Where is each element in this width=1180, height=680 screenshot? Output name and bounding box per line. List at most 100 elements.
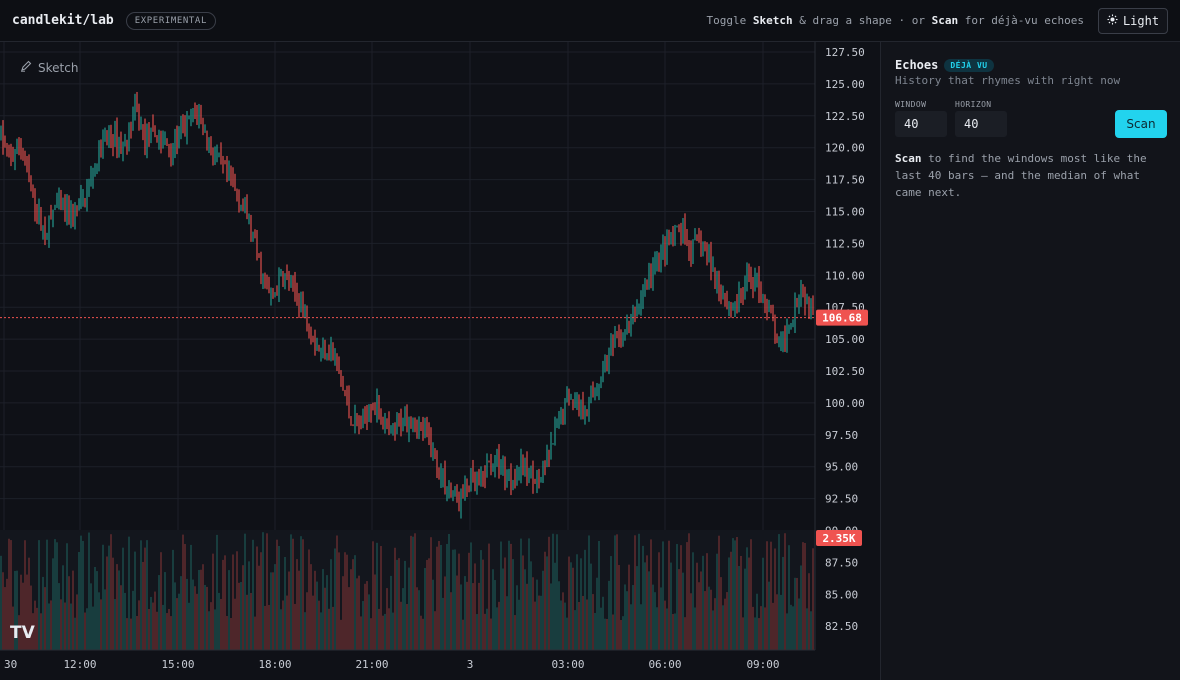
volume-bar bbox=[262, 532, 264, 650]
volume-bar bbox=[730, 551, 732, 650]
volume-bar bbox=[670, 562, 672, 650]
volume-bar bbox=[800, 565, 802, 650]
volume-bar bbox=[354, 555, 356, 650]
volume-bar bbox=[506, 596, 508, 650]
volume-bar bbox=[650, 539, 652, 650]
volume-bar bbox=[272, 572, 274, 650]
volume-bar bbox=[688, 533, 690, 650]
volume-bar bbox=[254, 616, 256, 650]
volume-bar bbox=[214, 609, 216, 650]
volume-bar bbox=[494, 580, 496, 650]
volume-bar bbox=[638, 533, 640, 650]
volume-bar bbox=[104, 589, 106, 650]
sketch-button[interactable]: Sketch bbox=[20, 60, 78, 75]
volume-bar bbox=[694, 607, 696, 650]
volume-bar bbox=[592, 594, 594, 650]
volume-bar bbox=[68, 576, 70, 650]
volume-bar bbox=[748, 557, 750, 650]
volume-bar bbox=[220, 598, 222, 650]
volume-bar bbox=[516, 585, 518, 650]
volume-bar bbox=[596, 577, 598, 650]
chart-area[interactable]: 127.50 125.00 122.50 120.00 117.50 115.00 112.… bbox=[0, 42, 880, 680]
volume-bar bbox=[222, 559, 224, 650]
volume-bar bbox=[656, 607, 658, 650]
volume-bar bbox=[86, 608, 88, 650]
window-label: WINDOW bbox=[895, 100, 927, 109]
volume-bar bbox=[682, 572, 684, 650]
volume-bar bbox=[264, 605, 266, 650]
time-tick-label: 15:00 bbox=[161, 658, 194, 671]
price-tick-label: 97.50 bbox=[825, 429, 858, 442]
volume-bar bbox=[790, 604, 792, 650]
volume-bar bbox=[414, 533, 416, 650]
volume-bar bbox=[346, 554, 348, 650]
volume-bar bbox=[580, 558, 582, 650]
volume-bar bbox=[4, 587, 6, 650]
volume-bar bbox=[348, 587, 350, 650]
volume-bar bbox=[728, 557, 730, 650]
volume-bar bbox=[504, 557, 506, 650]
volume-bar bbox=[62, 565, 64, 650]
scan-button[interactable]: Scan bbox=[1115, 110, 1167, 138]
volume-bar bbox=[150, 596, 152, 650]
volume-bar bbox=[432, 579, 434, 650]
volume-bar bbox=[350, 569, 352, 650]
volume-bar bbox=[630, 604, 632, 650]
volume-bar bbox=[542, 570, 544, 650]
volume-bar bbox=[468, 552, 470, 650]
volume-bar bbox=[396, 559, 398, 650]
volume-bar bbox=[274, 564, 276, 650]
volume-bar bbox=[552, 533, 554, 650]
volume-bar bbox=[136, 616, 138, 650]
theme-toggle-button[interactable]: Light bbox=[1098, 8, 1168, 34]
window-input[interactable] bbox=[895, 111, 947, 137]
volume-bar bbox=[702, 555, 704, 650]
volume-bar bbox=[568, 556, 570, 650]
volume-bar bbox=[608, 580, 610, 650]
volume-bar bbox=[284, 556, 286, 650]
volume-bar bbox=[400, 601, 402, 650]
volume-bar bbox=[132, 590, 134, 650]
volume-bar bbox=[794, 577, 796, 650]
volume-bar bbox=[210, 602, 212, 650]
volume-bar bbox=[632, 585, 634, 650]
volume-bar bbox=[736, 537, 738, 650]
volume-bar bbox=[508, 540, 510, 650]
volume-bar bbox=[574, 610, 576, 650]
desc-scan-keyword: Scan bbox=[895, 152, 922, 165]
volume-bar bbox=[556, 534, 558, 650]
volume-bar bbox=[122, 547, 124, 650]
volume-bar bbox=[378, 608, 380, 650]
volume-bar bbox=[386, 588, 388, 650]
volume-bar bbox=[84, 612, 86, 650]
volume-bar bbox=[640, 604, 642, 650]
volume-bar bbox=[782, 556, 784, 650]
volume-bar bbox=[812, 548, 814, 650]
hint-scan-keyword: Scan bbox=[931, 14, 959, 27]
volume-bar bbox=[456, 575, 458, 650]
volume-bar bbox=[358, 575, 360, 650]
volume-bar bbox=[726, 592, 728, 650]
volume-bar bbox=[72, 570, 74, 650]
volume-bar bbox=[604, 618, 606, 650]
volume-bar bbox=[180, 576, 182, 650]
volume-bar bbox=[520, 538, 522, 650]
volume-bar bbox=[606, 618, 608, 650]
volume-bar bbox=[768, 581, 770, 650]
volume-bar bbox=[70, 603, 72, 650]
horizon-input[interactable] bbox=[955, 111, 1007, 137]
volume-bar bbox=[8, 538, 10, 650]
volume-bar bbox=[776, 594, 778, 650]
volume-bar bbox=[156, 611, 158, 650]
volume-bar bbox=[30, 585, 32, 650]
volume-bar bbox=[692, 552, 694, 650]
volume-bar bbox=[158, 575, 160, 650]
volume-bar bbox=[646, 555, 648, 650]
volume-bar bbox=[600, 607, 602, 650]
volume-bar bbox=[40, 613, 42, 650]
volume-bar bbox=[450, 592, 452, 650]
candlestick-chart[interactable]: 127.50 125.00 122.50 120.00 117.50 115.00 112.… bbox=[0, 42, 880, 680]
volume-bar bbox=[76, 594, 78, 650]
volume-bar bbox=[558, 581, 560, 650]
volume-bar bbox=[118, 570, 120, 650]
